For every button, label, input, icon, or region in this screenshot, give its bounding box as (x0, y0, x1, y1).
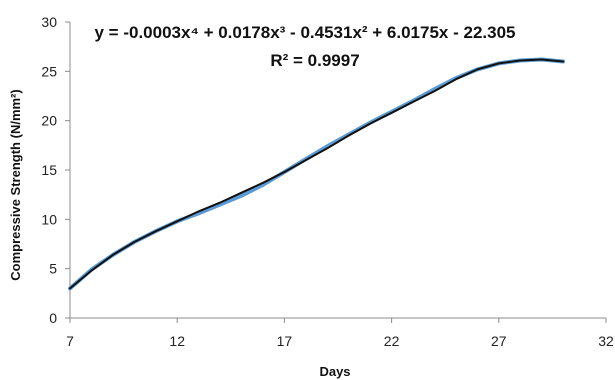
x-tick-label: 22 (384, 333, 400, 349)
y-tick-label: 0 (49, 310, 57, 326)
text-layer: y = -0.0003x⁴ + 0.0178x³ - 0.4531x² + 6.… (8, 23, 515, 379)
x-axis-title: Days (319, 364, 350, 379)
x-tick-label: 27 (491, 333, 507, 349)
x-tick-label: 17 (277, 333, 293, 349)
equation-annotation: y = -0.0003x⁴ + 0.0178x³ - 0.4531x² + 6.… (95, 23, 516, 42)
y-tick-label: 5 (49, 261, 57, 277)
y-tick-label: 25 (41, 63, 57, 79)
y-tick-label: 15 (41, 162, 57, 178)
y-axis-title: Compressive Strength (N/mm²) (8, 89, 23, 280)
x-tick-label: 7 (66, 333, 74, 349)
x-tick-label: 32 (598, 333, 614, 349)
data-series-line (68, 57, 566, 291)
axes: 7 12 17 22 27 32 0 5 10 15 20 25 30 (41, 14, 614, 349)
y-tick-label: 20 (41, 113, 57, 129)
x-tick-label: 12 (169, 333, 185, 349)
y-tick-label: 10 (41, 211, 57, 227)
y-tick-label: 30 (41, 14, 57, 30)
trendline (69, 58, 565, 290)
series-layer (68, 57, 566, 291)
r-squared-annotation: R² = 0.9997 (270, 51, 359, 70)
